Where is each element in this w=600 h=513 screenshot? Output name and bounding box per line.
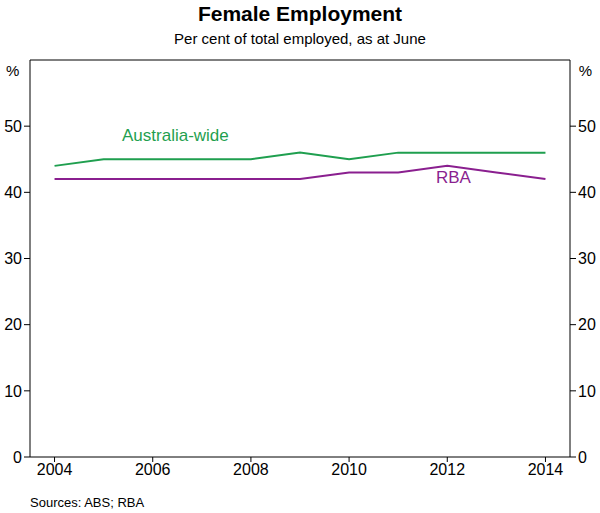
svg-text:2004: 2004 bbox=[37, 461, 73, 478]
svg-text:10: 10 bbox=[578, 383, 592, 400]
svg-text:0: 0 bbox=[578, 449, 587, 466]
svg-text:2008: 2008 bbox=[233, 461, 269, 478]
svg-text:40: 40 bbox=[578, 184, 592, 201]
html-text:Per cent of total employed, as: Per cent of total employed, as at June bbox=[174, 30, 426, 47]
svg-text:2014: 2014 bbox=[528, 461, 564, 478]
svg-text:2010: 2010 bbox=[331, 461, 367, 478]
html-text:Female Employment: Female Employment bbox=[197, 2, 403, 25]
svg-text:0: 0 bbox=[13, 449, 22, 466]
svg-text:2012: 2012 bbox=[429, 461, 465, 478]
html-text:Australia-wide: Australia-wide bbox=[122, 126, 229, 145]
svg-text:10: 10 bbox=[8, 383, 22, 400]
html-text:Sources: ABS; RBA: Sources: ABS; RBA bbox=[30, 495, 145, 510]
html-text:RBA: RBA bbox=[436, 168, 471, 187]
svg-text:20: 20 bbox=[578, 316, 592, 333]
svg-text:30: 30 bbox=[8, 250, 22, 267]
svg-text:50: 50 bbox=[8, 118, 22, 135]
svg-text:50: 50 bbox=[578, 118, 592, 135]
svg-text:2006: 2006 bbox=[135, 461, 171, 478]
svg-text:30: 30 bbox=[578, 250, 592, 267]
svg-text:40: 40 bbox=[8, 184, 22, 201]
svg-text:20: 20 bbox=[8, 316, 22, 333]
